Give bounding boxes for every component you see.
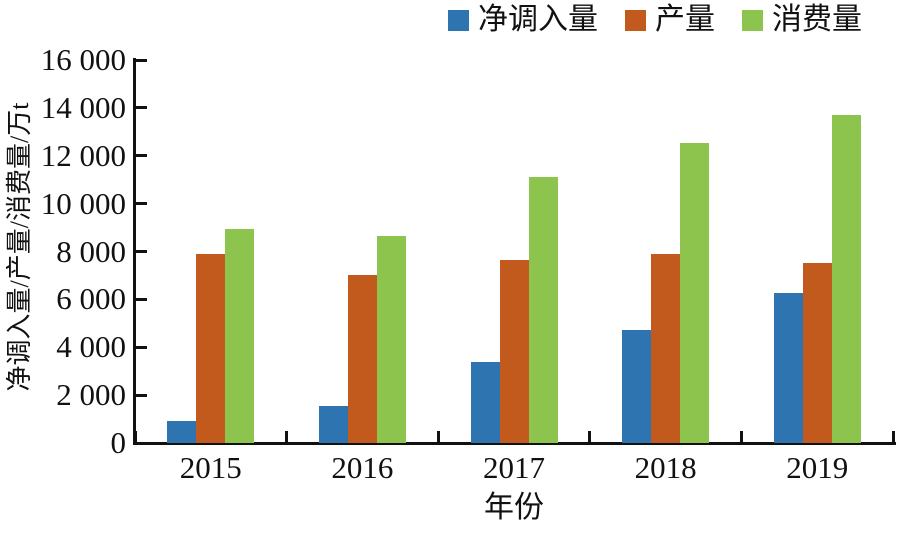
bar-2019-series-1 (802, 263, 832, 443)
y-tick-label: 6 000 (56, 281, 126, 317)
legend-item: 产量 (625, 2, 715, 38)
bar-2017-series-1 (499, 259, 529, 443)
bar-2015-series-1 (196, 253, 226, 443)
legend-swatch-icon (448, 9, 469, 31)
y-tick-label: 14 000 (40, 89, 126, 125)
y-axis-line (133, 58, 136, 445)
y-tick-mark (135, 202, 147, 206)
x-axis-title: 年份 (484, 491, 544, 524)
y-tick-mark (135, 154, 147, 158)
x-tick-mark (285, 431, 289, 443)
legend-label: 净调入量 (478, 3, 598, 36)
x-tick-mark (588, 431, 592, 443)
y-tick-label: 16 000 (40, 42, 126, 77)
bar-2018-series-0 (622, 330, 652, 443)
bar-2018-series-1 (651, 253, 681, 443)
y-tick-mark (135, 106, 147, 110)
y-tick-mark (135, 250, 147, 253)
x-category-label: 2019 (786, 450, 849, 485)
legend: 净调入量 产量 消费量 (448, 2, 862, 38)
x-category-label: 2017 (483, 450, 545, 485)
bar-2016-series-1 (347, 275, 377, 443)
bar-2016-series-0 (318, 405, 348, 443)
y-tick-label: 0 (110, 425, 127, 460)
x-tick-mark (436, 431, 440, 443)
bar-2019-series-2 (831, 115, 861, 443)
bar-2017-series-2 (528, 177, 558, 443)
x-axis-line (133, 442, 896, 445)
y-tick-label: 2 000 (56, 377, 126, 413)
legend-item: 消费量 (742, 2, 862, 38)
bar-2015-series-0 (167, 421, 197, 443)
y-tick-label: 8 000 (56, 233, 126, 269)
legend-label: 消费量 (772, 3, 862, 36)
legend-item: 净调入量 (448, 2, 598, 38)
legend-swatch-icon (625, 9, 646, 31)
y-tick-mark (135, 441, 147, 445)
x-category-label: 2016 (331, 450, 394, 485)
x-tick-mark (891, 431, 895, 443)
y-tick-label: 10 000 (40, 185, 126, 221)
legend-swatch-icon (742, 9, 763, 31)
x-tick-mark (739, 431, 743, 443)
y-tick-mark (135, 58, 147, 62)
x-category-label: 2018 (634, 450, 697, 485)
x-tick-mark (133, 431, 137, 443)
x-category-label: 2015 (179, 450, 242, 485)
bar-2016-series-2 (376, 235, 406, 443)
y-tick-label: 4 000 (56, 329, 126, 365)
bar-2017-series-0 (470, 361, 500, 443)
bar-2018-series-2 (680, 142, 710, 443)
y-tick-mark (135, 393, 147, 397)
y-tick-label: 12 000 (40, 137, 126, 173)
bar-2015-series-2 (225, 228, 255, 443)
y-tick-mark (135, 297, 147, 301)
y-tick-mark (135, 345, 147, 349)
bar-2019-series-0 (773, 293, 803, 443)
legend-label: 产量 (655, 3, 715, 36)
